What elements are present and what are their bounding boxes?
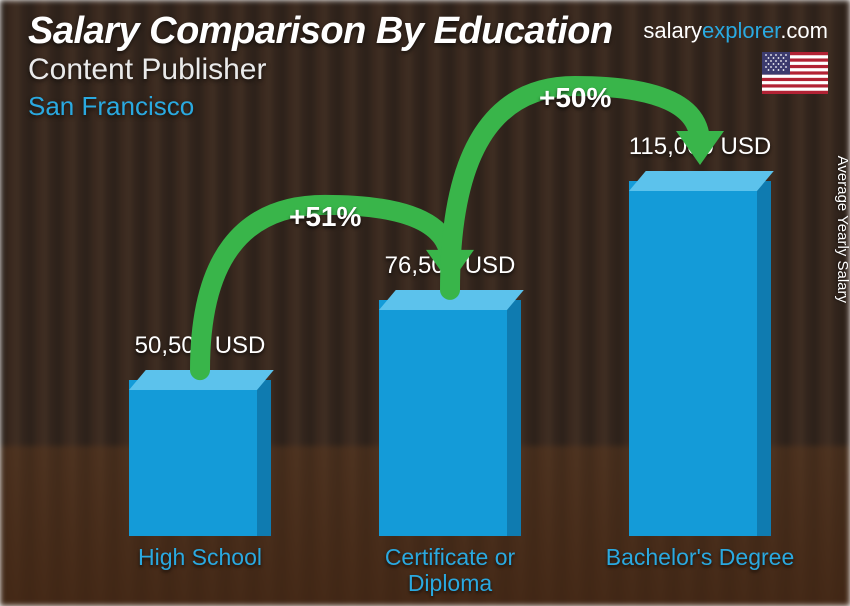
bar-label: Bachelor's Degree	[590, 544, 810, 570]
increase-label: +50%	[539, 82, 611, 114]
y-axis-label: Average Yearly Salary	[834, 156, 850, 303]
bar-chart: 50,500 USDHigh School76,500 USDCertifica…	[60, 166, 800, 536]
brand-logo: salaryexplorer.com	[643, 18, 828, 44]
bar-label: High School	[90, 544, 310, 570]
increase-arrow	[60, 66, 800, 536]
brand-suffix: .com	[780, 18, 828, 43]
bar-label: Certificate or Diploma	[340, 544, 560, 597]
brand-mid: explorer	[702, 18, 780, 43]
infographic-container: Salary Comparison By Education Content P…	[0, 0, 850, 606]
brand-prefix: salary	[643, 18, 702, 43]
